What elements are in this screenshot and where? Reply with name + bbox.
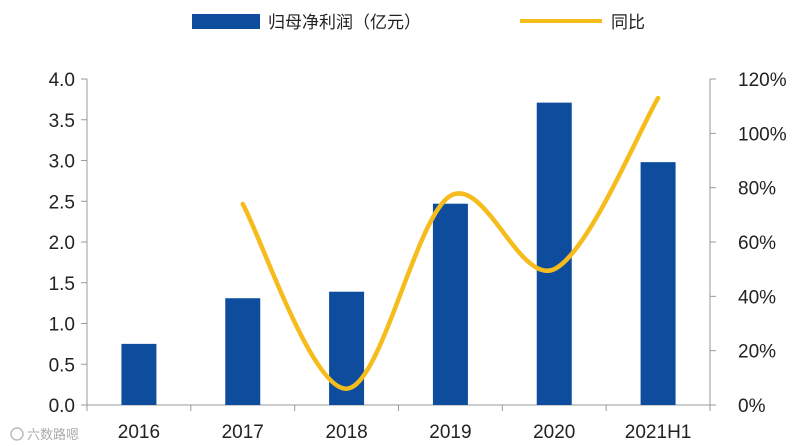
bar-2021H1 [640,162,676,405]
bar-2019 [432,203,468,405]
left-tick-label: 4.0 [49,70,75,91]
bar-2017 [225,298,261,405]
x-tick-label: 2020 [533,422,575,443]
legend: 归母净利润（亿元） 同比 [192,13,645,33]
right-tick-label: 40% [738,287,776,308]
right-tick-label: 60% [738,233,776,254]
axes [81,78,716,411]
left-tick-label: 0.5 [49,355,75,376]
left-tick-label: 3.5 [49,111,75,132]
x-tick-label: 2021H1 [625,422,692,443]
legend-line-label: 同比 [611,13,645,33]
left-tick-label: 2.5 [49,192,75,213]
right-tick-label: 20% [738,342,776,363]
x-tick-label: 2019 [429,422,471,443]
line-layer [240,95,661,391]
bar-2016 [121,343,157,405]
x-tick-label: 2018 [325,422,367,443]
watermark-text: 六数路嗯 [27,427,79,443]
x-tick-label: 2016 [118,422,160,443]
tick-labels: 0.0 0.5 1.0 1.5 2.0 2.5 3.0 3.5 4.0 0% 20% 40% 60% 80… [49,70,787,443]
left-tick-label: 0.0 [49,396,75,417]
right-tick-label: 100% [738,124,787,145]
legend-bar-label: 归母净利润（亿元） [268,13,421,33]
x-tick-label: 2017 [222,422,264,443]
watermark-logo-icon [10,427,24,441]
legend-bar-swatch [192,14,260,29]
right-tick-label: 80% [738,179,776,200]
right-tick-label: 0% [738,396,766,417]
yoy-growth-line [240,95,661,391]
left-tick-label: 2.0 [49,233,75,254]
left-tick-label: 3.0 [49,152,75,173]
bar-2020 [536,102,572,405]
left-tick-label: 1.5 [49,274,75,295]
bars [121,102,676,405]
watermark: 六数路嗯 [10,427,79,443]
left-tick-label: 1.0 [49,315,75,336]
right-tick-label: 120% [738,70,787,91]
